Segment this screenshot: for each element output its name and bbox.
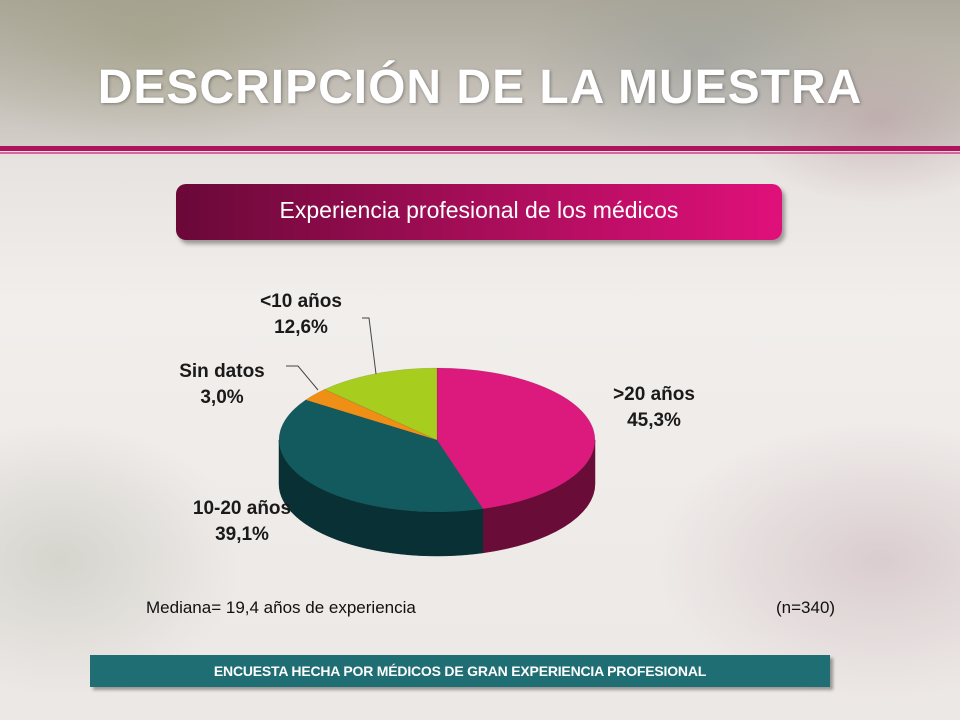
pie-label-category-1: 10-20 años [193, 498, 291, 519]
pie-slice-2 [305, 389, 438, 441]
pie-label-value-1: 39,1% [215, 524, 269, 545]
title-band [0, 0, 960, 146]
pie-slice-0 [436, 367, 596, 510]
pie-label-value-3: 12,6% [274, 317, 328, 338]
footer-text: ENCUESTA HECHA POR MÉDICOS DE GRAN EXPER… [213, 663, 707, 679]
slide-title: DESCRIPCIÓN DE LA MUESTRA [97, 61, 863, 114]
median-note: Mediana= 19,4 años de experiencia [146, 598, 416, 617]
pie-label-category-3: <10 años [260, 291, 342, 312]
leader-lines [286, 317, 377, 391]
chart-banner: Experiencia profesional de los médicos [176, 184, 782, 240]
leader-line-sin-datos [286, 365, 319, 391]
pie-labels: >20 años 45,3% 10-20 años 39,1% Sin datos 3,0… [179, 291, 695, 545]
pie-label-value-0: 45,3% [627, 410, 681, 431]
pie-slices [278, 367, 596, 557]
pie-slice-1 [278, 399, 484, 513]
pie-label-category-0: >20 años [613, 384, 695, 405]
title-divider-accent [0, 152, 960, 154]
pie-label-category-2: Sin datos [179, 361, 265, 382]
pie-label-value-2: 3,0% [200, 387, 243, 408]
title-divider [0, 146, 960, 151]
footer-banner: ENCUESTA HECHA POR MÉDICOS DE GRAN EXPER… [90, 655, 830, 687]
sample-size-note: (n=340) [776, 598, 836, 617]
banner-text: Experiencia profesional de los médicos [279, 197, 679, 223]
leader-line-under-10 [362, 317, 377, 375]
